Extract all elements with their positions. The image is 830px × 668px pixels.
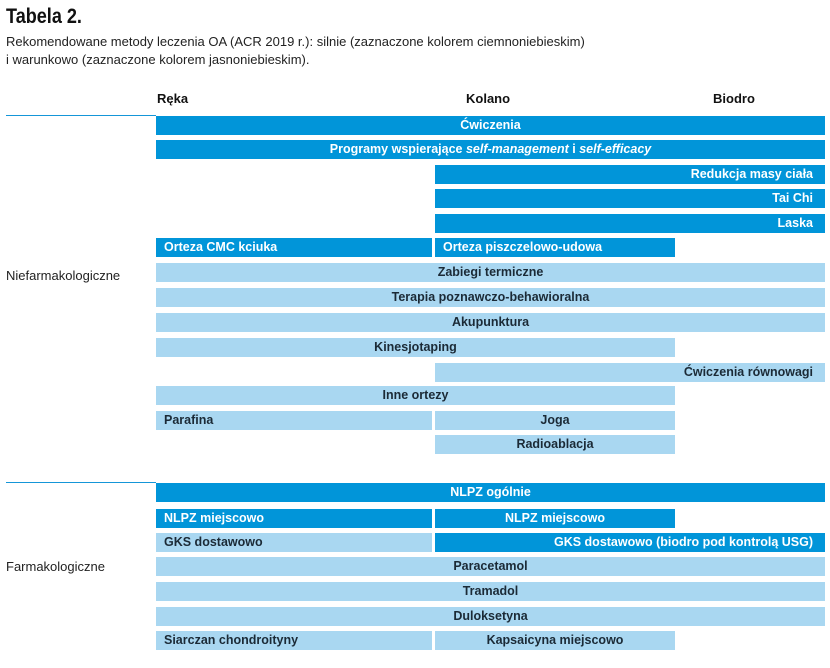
row-akupunktura: Akupunktura [156,313,825,332]
row-joga: Joga [435,411,675,430]
programy-text-a: Programy wspierające [329,142,466,156]
row-kinesjotaping: Kinesjotaping [156,338,675,357]
group-divider-pharm [6,482,156,483]
row-redukcja-masy: Redukcja masy ciała [435,165,825,184]
row-radioablacja: Radioablacja [435,435,675,454]
row-nlpz-miejscowo-reka: NLPZ miejscowo [156,509,432,528]
row-cwiczenia: Ćwiczenia [156,116,825,135]
row-nlpz-ogolnie: NLPZ ogólnie [156,483,825,502]
row-tramadol: Tramadol [156,582,825,601]
row-cwiczenia-rownowagi: Ćwiczenia równowagi [435,363,825,382]
row-gks-dostawowo-reka: GKS dostawowo [156,533,432,552]
row-programy: Programy wspierające self-management i s… [156,140,825,159]
row-nlpz-miejscowo-kolano: NLPZ miejscowo [435,509,675,528]
row-parafina: Parafina [156,411,432,430]
caption-line-1: Rekomendowane metody leczenia OA (ACR 20… [6,34,585,49]
row-orteza-cmc: Orteza CMC kciuka [156,238,432,257]
table-caption: Rekomendowane metody leczenia OA (ACR 20… [6,33,706,69]
programy-text-b: self-management [465,142,569,156]
row-zabiegi-termiczne: Zabiegi termiczne [156,263,825,282]
caption-line-2: i warunkowo (zaznaczone kolorem jasnonie… [6,52,310,67]
row-paracetamol: Paracetamol [156,557,825,576]
row-inne-ortezy: Inne ortezy [156,386,675,405]
row-siarczan-chondroityny: Siarczan chondroityny [156,631,432,650]
column-header-biodro: Biodro [713,91,755,106]
row-laska: Laska [435,214,825,233]
row-terapia-poznawczo-behawioralna: Terapia poznawczo-behawioralna [156,288,825,307]
group-label-nonpharm: Niefarmakologiczne [6,268,121,283]
table-title: Tabela 2. [6,5,82,28]
row-tai-chi: Tai Chi [435,189,825,208]
group-divider-nonpharm [6,115,156,116]
group-label-pharm: Farmakologiczne [6,559,105,574]
programy-text-c: i [568,142,580,156]
row-kapsaicyna-miejscowo: Kapsaicyna miejscowo [435,631,675,650]
row-duloksetyna: Duloksetyna [156,607,825,626]
row-gks-dostawowo-kolano-biodro: GKS dostawowo (biodro pod kontrolą USG) [435,533,825,552]
programy-text-d: self-efficacy [579,142,652,156]
column-header-kolano: Kolano [466,91,511,106]
row-orteza-piszczelowo-udowa: Orteza piszczelowo-udowa [435,238,675,257]
column-header-reka: Ręka [157,91,189,106]
